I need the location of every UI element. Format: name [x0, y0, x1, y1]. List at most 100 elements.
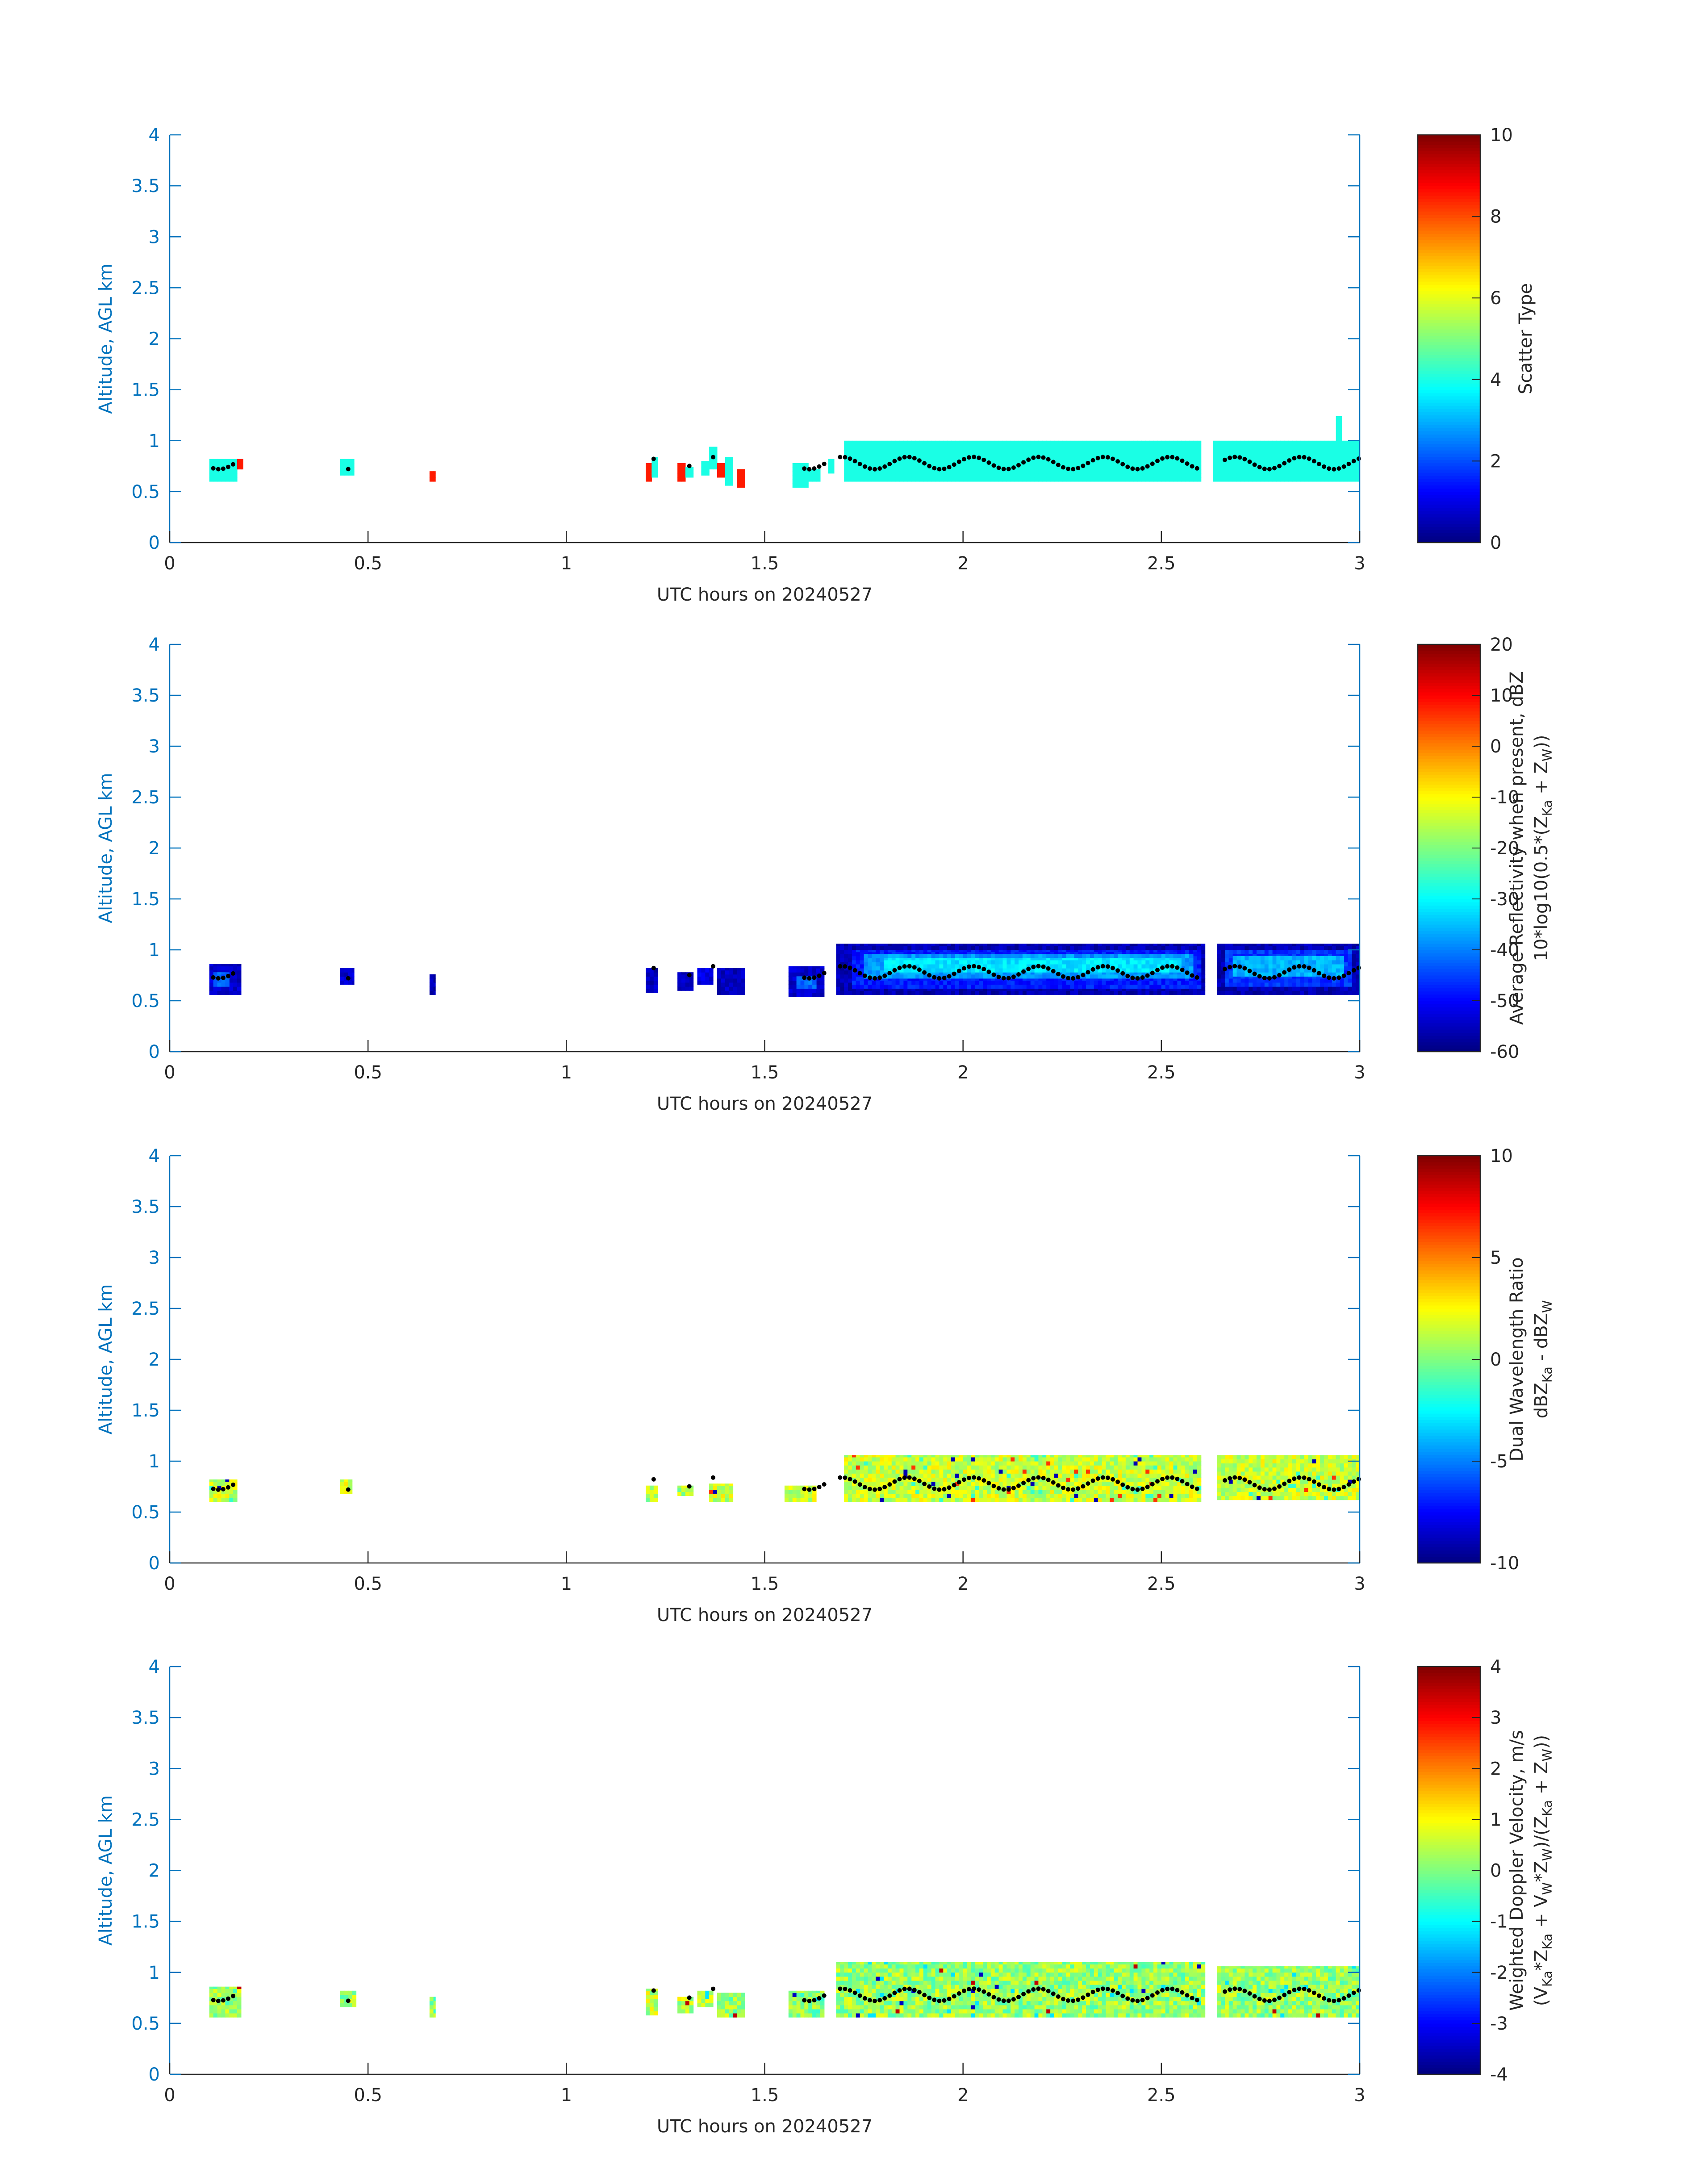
data-cell-16 — [1030, 444, 1035, 449]
data-cell-16 — [971, 444, 975, 449]
data-cell-13 — [987, 958, 991, 961]
data-cell-5 — [656, 461, 658, 466]
data-cell-17 — [1232, 477, 1237, 482]
data-cell-13 — [1078, 964, 1082, 969]
data-cell-10 — [1062, 945, 1067, 950]
data-cell-10 — [923, 944, 928, 946]
data-cell-10 — [1137, 945, 1142, 950]
data-cell-16 — [1090, 444, 1094, 449]
data-cell-11 — [1034, 950, 1039, 953]
data-cell-8 — [796, 992, 801, 997]
data-cell-17 — [1228, 453, 1233, 457]
data-cell-10 — [990, 945, 995, 950]
data-cell-10 — [852, 945, 856, 950]
data-cell-13 — [935, 958, 940, 961]
data-cell-16 — [1129, 473, 1134, 478]
data-cell-10 — [935, 990, 940, 995]
data-cell-2 — [348, 471, 353, 476]
data-cell-17 — [1217, 465, 1221, 470]
data-cell-11 — [852, 984, 856, 989]
data-cell-10 — [947, 945, 952, 950]
data-cell-11 — [856, 976, 860, 981]
data-cell-17 — [1225, 440, 1229, 445]
data-cell-14 — [808, 473, 813, 478]
data-cell-10 — [1129, 990, 1134, 995]
data-cell-10 — [1034, 945, 1039, 950]
data-cell-11 — [1149, 984, 1154, 989]
data-cell-0 — [209, 970, 214, 975]
data-cell-1 — [241, 461, 243, 466]
data-cell-10 — [1141, 990, 1146, 995]
data-cell-14 — [1221, 962, 1225, 967]
data-cell-8 — [792, 976, 797, 981]
marker-point — [1351, 459, 1356, 464]
data-cell-17 — [1308, 453, 1312, 457]
data-cell-11 — [1161, 980, 1166, 985]
data-cell-17 — [1268, 461, 1273, 466]
data-cell-12 — [1022, 974, 1027, 979]
data-cell-16 — [975, 461, 979, 466]
data-cell-16 — [907, 449, 912, 453]
data-cell-12 — [963, 954, 968, 958]
data-cell-0 — [209, 459, 214, 461]
data-cell-16 — [959, 461, 964, 466]
data-cell-12 — [1118, 954, 1122, 958]
data-cell-10 — [943, 990, 948, 995]
data-cell-16 — [935, 469, 940, 474]
data-cell-16 — [935, 465, 940, 470]
data-cell-8 — [792, 992, 797, 997]
data-cell-10 — [963, 990, 968, 995]
data-cell-16 — [1062, 453, 1067, 457]
data-cell-16 — [1193, 444, 1198, 449]
x-tick-label: 1 — [561, 553, 572, 574]
data-cell-17 — [1292, 449, 1297, 453]
data-cell-4 — [646, 988, 650, 993]
data-cell-7 — [741, 978, 745, 983]
data-cell-14 — [1217, 974, 1221, 979]
data-cell-12 — [967, 954, 971, 958]
data-cell-0 — [217, 966, 222, 971]
data-cell-13 — [915, 958, 920, 961]
data-cell-17 — [1253, 440, 1257, 445]
data-cell-13 — [1125, 968, 1130, 973]
data-cell-13 — [911, 960, 916, 965]
data-cell-11 — [955, 950, 960, 953]
data-cell-17 — [1328, 461, 1332, 466]
data-cell-17 — [1264, 473, 1269, 478]
data-cell-17 — [1296, 457, 1301, 461]
data-cell-12 — [741, 471, 745, 476]
data-cell-8 — [820, 968, 825, 973]
data-cell-16 — [951, 465, 956, 470]
colorbar-swatch — [1418, 402, 1480, 406]
data-cell-16 — [895, 440, 900, 445]
data-cell-12 — [1189, 954, 1194, 958]
data-cell-17 — [1288, 444, 1293, 449]
data-cell-16 — [1165, 449, 1170, 453]
data-cell-16 — [880, 465, 884, 470]
data-cell-11 — [1082, 980, 1086, 985]
data-cell-13 — [804, 475, 809, 480]
data-cell-10 — [1022, 990, 1027, 995]
data-cell-16 — [1197, 449, 1202, 453]
data-cell-16 — [1058, 461, 1063, 466]
data-cell-16 — [852, 465, 856, 470]
data-cell-17 — [1292, 461, 1297, 466]
data-cell-17 — [1260, 457, 1265, 461]
data-cell-16 — [1169, 469, 1174, 474]
data-cell-11 — [852, 950, 856, 953]
data-cell-11 — [935, 950, 940, 953]
data-cell-16 — [1102, 449, 1107, 453]
data-cell-0 — [217, 964, 222, 967]
data-cell-11 — [1114, 980, 1118, 985]
data-cell-16 — [1161, 444, 1166, 449]
heatmap-cells — [209, 416, 1360, 488]
data-cell-16 — [1054, 477, 1059, 482]
colorbar-swatch — [1418, 284, 1480, 288]
data-cell-6 — [705, 980, 710, 985]
data-cell-16 — [990, 449, 995, 453]
data-cell-11 — [1042, 984, 1047, 989]
data-cell-10 — [1169, 944, 1174, 946]
data-cell-12 — [1137, 974, 1142, 979]
data-cell-18 — [1336, 428, 1341, 433]
data-cell-17 — [1316, 457, 1320, 461]
